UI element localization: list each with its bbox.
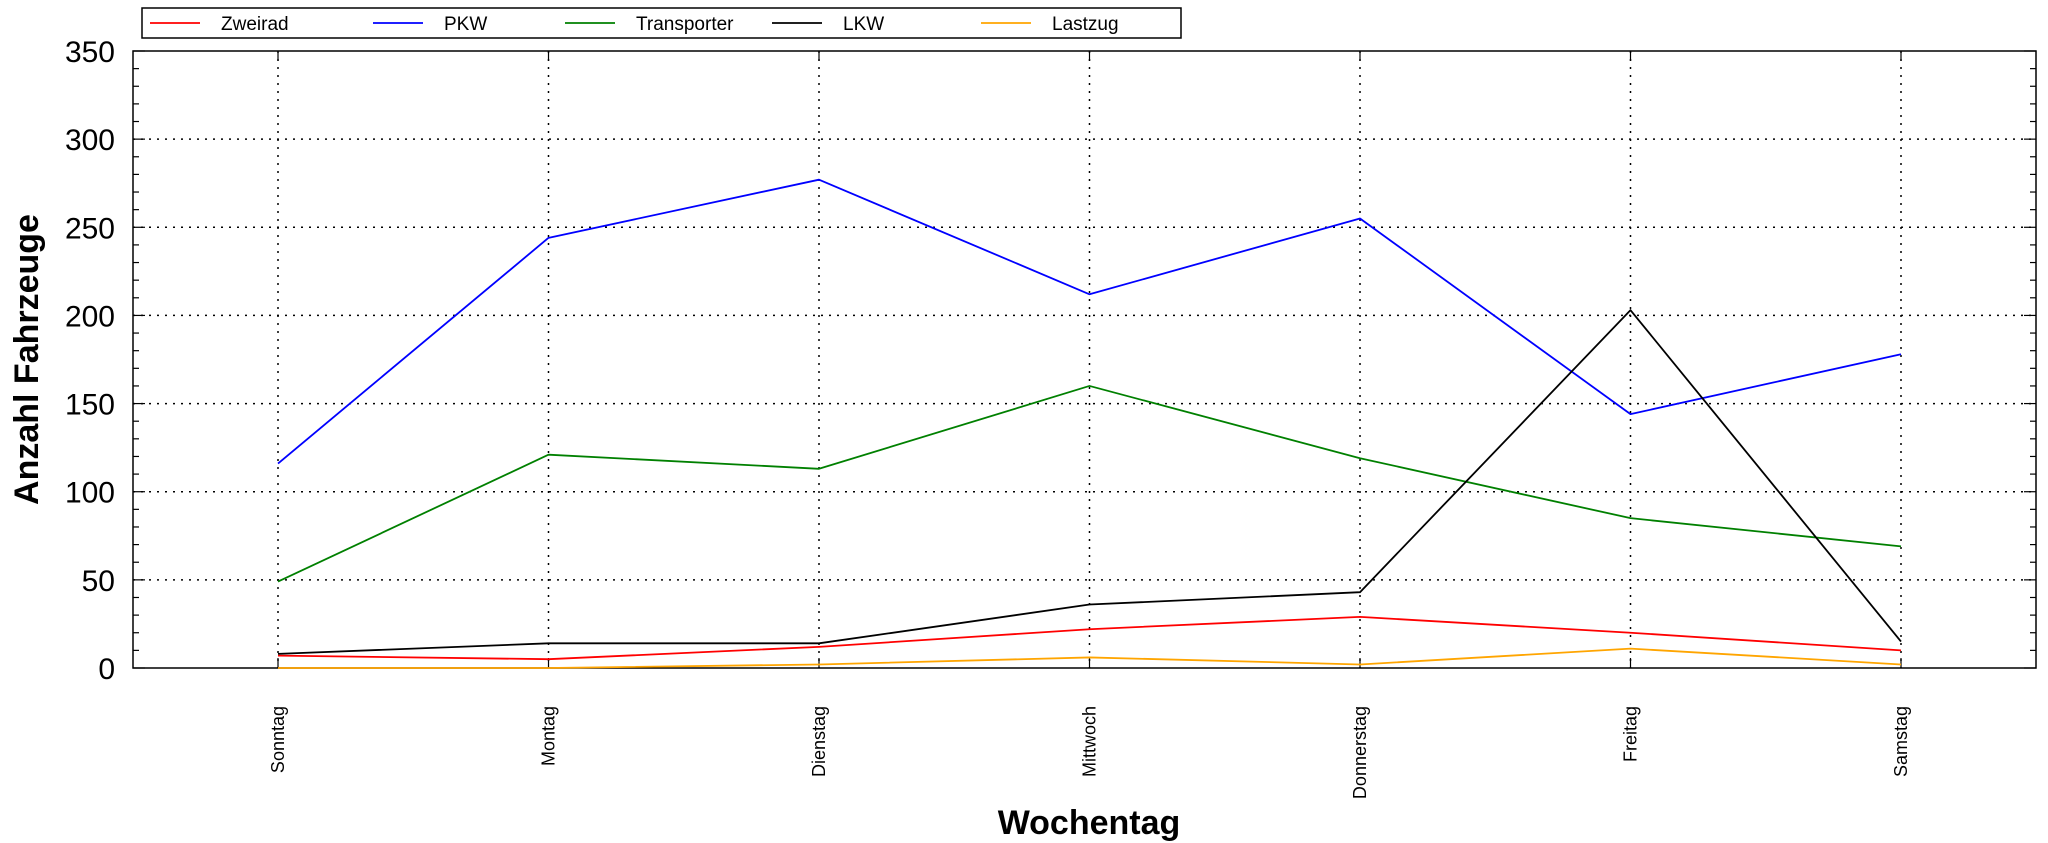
y-tick-label: 0 bbox=[98, 653, 115, 686]
series-line-lkw bbox=[277, 309, 1902, 655]
y-tick-label: 200 bbox=[65, 300, 115, 333]
x-tick-label: Donnerstag bbox=[1350, 706, 1370, 799]
x-tick-label: Sonntag bbox=[268, 706, 288, 773]
x-tick-label: Freitag bbox=[1621, 706, 1641, 762]
series-lines bbox=[277, 178, 1902, 669]
y-tick-label: 150 bbox=[65, 389, 115, 422]
x-tick-label: Montag bbox=[539, 706, 559, 766]
x-tick-label: Samstag bbox=[1891, 706, 1911, 777]
legend-label-lkw: LKW bbox=[843, 14, 884, 35]
grid-lines bbox=[133, 51, 2036, 668]
axis-minor-ticks bbox=[133, 50, 2036, 669]
x-tick-label: Mittwoch bbox=[1080, 706, 1100, 777]
y-tick-label: 350 bbox=[65, 36, 115, 69]
x-tick-label: Dienstag bbox=[809, 706, 829, 777]
y-tick-label: 50 bbox=[82, 565, 115, 598]
y-tick-label: 100 bbox=[65, 477, 115, 510]
legend-label-transporter: Transporter bbox=[636, 14, 734, 35]
plot-area-frame bbox=[132, 50, 2037, 669]
series-line-lastzug bbox=[278, 647, 1902, 669]
x-axis-tick-labels: Sonntag Montag Dienstag Mittwoch Donnerstag F… bbox=[268, 706, 1911, 799]
legend-label-pkw: PKW bbox=[444, 14, 487, 35]
y-axis-title: Anzahl Fahrzeuge bbox=[8, 214, 46, 505]
legend: Zweirad PKW Transporter LKW Lastzug bbox=[141, 7, 1182, 39]
legend-label-zweirad: Zweirad bbox=[221, 14, 289, 35]
series-line-transporter bbox=[277, 385, 1902, 583]
x-axis-title: Wochentag bbox=[998, 804, 1181, 842]
y-tick-label: 250 bbox=[65, 212, 115, 245]
y-axis-tick-labels: 0 50 100 150 200 250 300 350 bbox=[65, 36, 115, 686]
series-line-pkw bbox=[277, 178, 1902, 465]
y-tick-label: 300 bbox=[65, 124, 115, 157]
series-line-zweirad bbox=[277, 615, 1902, 661]
legend-label-lastzug: Lastzug bbox=[1052, 14, 1119, 35]
